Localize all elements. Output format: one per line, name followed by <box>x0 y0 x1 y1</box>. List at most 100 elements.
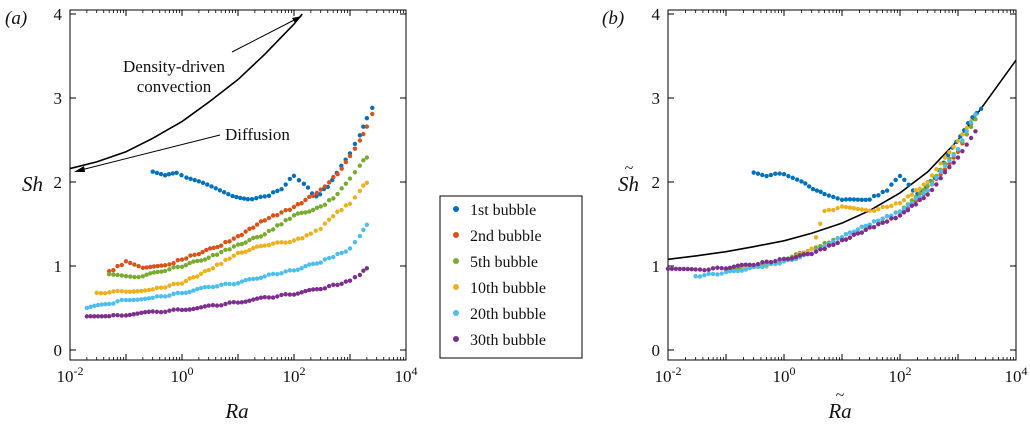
data-point-5th-bubble <box>123 273 129 279</box>
data-point-30th-bubble <box>310 287 316 292</box>
data-point-5th-bubble <box>331 196 336 201</box>
data-point-2nd-bubble <box>331 174 336 180</box>
data-point-5th-bubble <box>239 241 245 247</box>
xtick-label: 104 <box>1005 364 1028 386</box>
data-point-10th-bubble <box>934 167 939 172</box>
data-point-20th-bubble <box>119 297 124 303</box>
data-point-1st-bubble <box>370 105 375 111</box>
ytick-label: 3 <box>54 89 63 108</box>
data-point-5th-bubble <box>347 176 353 181</box>
data-point-5th-bubble <box>179 264 185 269</box>
panel-b-ylabel: Sh <box>618 172 639 196</box>
data-point-30th-bubble <box>191 306 196 312</box>
data-point-30th-bubble <box>880 220 885 225</box>
data-point-20th-bubble <box>307 262 312 267</box>
data-point-20th-bubble <box>731 268 737 274</box>
data-point-20th-bubble <box>352 239 358 245</box>
data-point-1st-bubble <box>786 173 791 179</box>
data-point-20th-bubble <box>115 299 120 304</box>
data-point-30th-bubble <box>889 216 894 221</box>
data-point-1st-bubble <box>760 172 765 178</box>
data-point-20th-bubble <box>214 284 220 289</box>
panel-a-curves <box>69 13 303 170</box>
data-point-30th-bubble <box>299 290 304 295</box>
data-point-10th-bubble <box>330 214 336 219</box>
data-point-30th-bubble <box>167 308 172 313</box>
data-point-10th-bubble <box>880 204 885 210</box>
data-point-5th-bubble <box>925 183 930 189</box>
data-point-5th-bubble <box>155 269 160 275</box>
xtick-label: 10-2 <box>57 364 84 386</box>
data-point-5th-bubble <box>198 258 204 263</box>
data-point-10th-bubble <box>925 179 930 185</box>
data-point-10th-bubble <box>146 287 152 293</box>
data-point-5th-bubble <box>231 244 237 249</box>
data-point-20th-bubble <box>331 254 336 260</box>
data-point-30th-bubble <box>739 262 745 268</box>
data-point-2nd-bubble <box>231 236 236 241</box>
data-point-20th-bubble <box>964 128 969 134</box>
data-point-20th-bubble <box>723 269 729 275</box>
data-point-10th-bubble <box>938 161 943 166</box>
data-point-2nd-bubble <box>123 259 129 264</box>
data-point-30th-bubble <box>106 314 112 319</box>
data-point-2nd-bubble <box>200 249 205 255</box>
data-point-1st-bubble <box>893 177 898 183</box>
data-point-2nd-bubble <box>352 146 358 151</box>
data-point-30th-bubble <box>843 237 849 242</box>
panel-b-axes: 0 1 2 3 4 10-2 100 102 104 <box>652 5 1028 386</box>
data-point-1st-bubble <box>884 188 890 193</box>
annotation-convection: convection <box>137 77 212 96</box>
data-point-20th-bubble <box>95 302 101 308</box>
data-point-1st-bubble <box>217 188 223 193</box>
data-point-10th-bubble <box>163 285 168 290</box>
data-point-2nd-bubble <box>947 161 952 167</box>
xtick-label: 100 <box>773 364 796 386</box>
data-point-30th-bubble <box>84 314 90 319</box>
data-point-30th-bubble <box>183 307 189 313</box>
data-point-30th-bubble <box>909 203 915 209</box>
data-point-1st-bubble <box>867 197 872 202</box>
legend-marker <box>453 284 459 290</box>
data-point-30th-bubble <box>206 303 211 308</box>
data-point-30th-bubble <box>835 240 840 246</box>
data-point-2nd-bubble <box>283 208 288 213</box>
data-point-20th-bubble <box>219 282 224 287</box>
data-point-20th-bubble <box>347 246 353 251</box>
data-point-5th-bubble <box>266 228 272 234</box>
data-point-1st-bubble <box>364 116 370 121</box>
data-point-20th-bubble <box>897 209 903 214</box>
data-point-5th-bubble <box>132 274 137 280</box>
data-point-1st-bubble <box>254 195 259 201</box>
data-point-10th-bubble <box>198 271 204 277</box>
xtick-label: 102 <box>889 364 912 386</box>
data-point-10th-bubble <box>167 283 172 288</box>
data-point-10th-bubble <box>855 206 861 212</box>
data-point-1st-bubble <box>799 179 804 184</box>
data-point-5th-bubble <box>144 272 149 277</box>
data-point-2nd-bubble <box>151 264 157 269</box>
data-point-1st-bubble <box>814 188 820 193</box>
data-point-20th-bubble <box>139 297 144 302</box>
fit-curve <box>69 13 303 170</box>
data-point-10th-bubble <box>335 209 340 214</box>
data-point-30th-bubble <box>727 265 733 270</box>
data-point-1st-bubble <box>305 185 311 190</box>
data-point-5th-bubble <box>361 158 366 163</box>
data-point-20th-bubble <box>777 261 782 266</box>
data-point-5th-bubble <box>318 204 323 209</box>
data-point-5th-bubble <box>291 213 297 218</box>
data-point-10th-bubble <box>851 206 857 211</box>
data-point-30th-bubble <box>223 301 228 307</box>
data-point-2nd-bubble <box>357 138 363 143</box>
data-point-30th-bubble <box>743 262 748 267</box>
data-point-10th-bubble <box>183 278 189 284</box>
data-point-30th-bubble <box>243 299 248 304</box>
data-point-5th-bubble <box>964 132 969 137</box>
data-point-1st-bubble <box>275 188 280 194</box>
data-point-10th-bubble <box>254 244 260 249</box>
data-point-20th-bubble <box>206 284 211 290</box>
data-point-20th-bubble <box>710 271 716 277</box>
data-point-10th-bubble <box>154 285 160 290</box>
data-point-20th-bubble <box>231 281 237 287</box>
